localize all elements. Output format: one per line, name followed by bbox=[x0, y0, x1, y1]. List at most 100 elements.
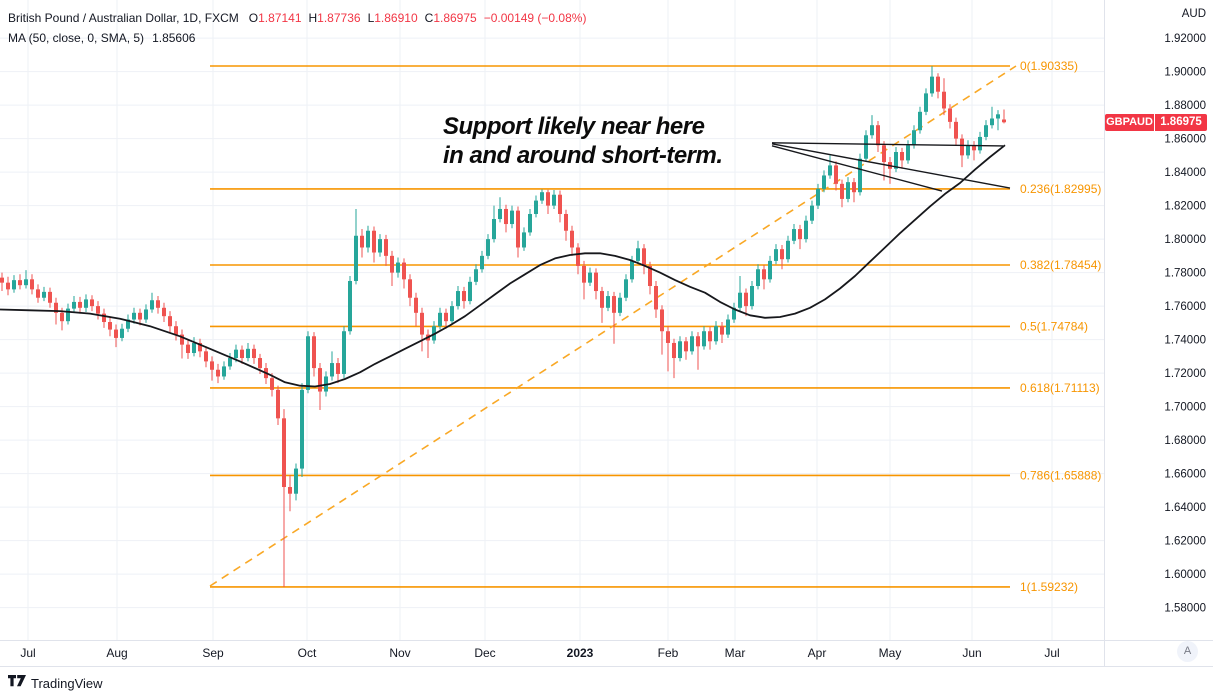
candle-body bbox=[966, 145, 970, 156]
candle-body bbox=[882, 145, 886, 163]
candle-body bbox=[246, 348, 250, 359]
candle-body bbox=[822, 175, 826, 189]
candle-body bbox=[516, 210, 520, 248]
candle-body bbox=[300, 389, 304, 469]
price-tick-label: 1.74000 bbox=[1164, 335, 1206, 347]
candle-body bbox=[810, 205, 814, 221]
candle-body bbox=[216, 369, 220, 377]
candle-body bbox=[762, 269, 766, 280]
candle-body bbox=[702, 331, 706, 347]
candle-body bbox=[834, 165, 838, 184]
candle-body bbox=[72, 301, 76, 309]
candle-body bbox=[528, 213, 532, 233]
change-value: −0.00149 (−0.08%) bbox=[483, 11, 587, 25]
candle-body bbox=[654, 286, 658, 310]
price-tick-label: 1.92000 bbox=[1164, 33, 1206, 45]
price-axis[interactable] bbox=[1105, 0, 1213, 640]
candle-body bbox=[36, 289, 40, 298]
ma-legend-row[interactable]: MA (50, close, 0, SMA, 5) 1.85606 bbox=[8, 28, 586, 48]
candle-body bbox=[918, 111, 922, 131]
candle-body bbox=[624, 279, 628, 298]
candle-body bbox=[930, 76, 934, 94]
time-axis[interactable] bbox=[0, 641, 1104, 666]
candle-body bbox=[606, 296, 610, 308]
candle-body bbox=[0, 277, 4, 283]
tradingview-logo-text: TradingView bbox=[31, 675, 103, 691]
candle-body bbox=[126, 319, 130, 329]
candle-body bbox=[780, 249, 784, 260]
candle-body bbox=[798, 229, 802, 240]
candle-body bbox=[12, 280, 16, 290]
candle-body bbox=[420, 312, 424, 335]
candle-body bbox=[144, 309, 148, 320]
candle-body bbox=[390, 255, 394, 273]
candle-body bbox=[756, 269, 760, 287]
price-tick-label: 1.80000 bbox=[1164, 234, 1206, 246]
candle-body bbox=[360, 235, 364, 248]
candle-body bbox=[24, 279, 28, 286]
candle-body bbox=[522, 232, 526, 248]
candle-body bbox=[348, 280, 352, 332]
close-value: 1.86975 bbox=[433, 11, 477, 25]
candle-body bbox=[708, 331, 712, 342]
candle-body bbox=[462, 291, 466, 302]
price-tick-label: 1.82000 bbox=[1164, 201, 1206, 213]
candle-body bbox=[294, 468, 298, 494]
high-label: H bbox=[308, 11, 318, 25]
candle-body bbox=[852, 182, 856, 193]
candle-body bbox=[948, 108, 952, 122]
candle-body bbox=[336, 363, 340, 374]
candle-body bbox=[858, 158, 862, 193]
candle-body bbox=[288, 487, 292, 494]
time-tick-label: Apr bbox=[808, 646, 827, 660]
candle-body bbox=[678, 341, 682, 359]
tradingview-logo[interactable]: TradingView bbox=[8, 675, 103, 691]
candle-body bbox=[894, 152, 898, 169]
candle-body bbox=[276, 389, 280, 419]
candle-body bbox=[900, 152, 904, 161]
candle-body bbox=[258, 358, 262, 369]
candle-body bbox=[108, 322, 112, 330]
candle-body bbox=[162, 307, 166, 317]
candle-body bbox=[600, 291, 604, 308]
price-tick-label: 1.78000 bbox=[1164, 268, 1206, 280]
support-annotation-text[interactable]: Support likely near here in and around s… bbox=[443, 112, 723, 170]
candle-body bbox=[438, 312, 442, 327]
candle-body bbox=[828, 165, 832, 176]
time-tick-label: 2023 bbox=[567, 646, 594, 660]
time-tick-label: Mar bbox=[725, 646, 746, 660]
annotation-line-1: Support likely near here bbox=[443, 113, 705, 140]
price-tick-label: 1.90000 bbox=[1164, 67, 1206, 79]
time-tick-label: Sep bbox=[202, 646, 224, 660]
ma-value: 1.85606 bbox=[152, 31, 196, 45]
candle-body bbox=[774, 249, 778, 261]
candle-body bbox=[750, 286, 754, 307]
candle-body bbox=[120, 328, 124, 338]
candle-body bbox=[6, 282, 10, 290]
open-value: 1.87141 bbox=[258, 11, 302, 25]
candle-body bbox=[540, 192, 544, 201]
candle-body bbox=[648, 265, 652, 287]
fib-level-label: 0.382(1.78454) bbox=[1020, 258, 1101, 272]
candle-body bbox=[924, 93, 928, 112]
tradingview-logo-icon bbox=[8, 675, 26, 687]
low-value: 1.86910 bbox=[374, 11, 418, 25]
price-tick-label: 1.72000 bbox=[1164, 368, 1206, 380]
candle-body bbox=[936, 76, 940, 92]
last-price-tag: 1.86975 bbox=[1155, 114, 1207, 131]
candle-body bbox=[48, 291, 52, 303]
candle-body bbox=[876, 125, 880, 146]
candle-body bbox=[498, 208, 502, 220]
candle-body bbox=[102, 313, 106, 323]
candle-body bbox=[588, 272, 592, 283]
candle-body bbox=[156, 300, 160, 308]
candle-body bbox=[720, 326, 724, 335]
candle-body bbox=[354, 235, 358, 281]
price-tick-label: 1.88000 bbox=[1164, 100, 1206, 112]
candle-body bbox=[564, 213, 568, 231]
candle-body bbox=[696, 336, 700, 347]
candle-body bbox=[342, 331, 346, 374]
auto-scale-button[interactable]: A bbox=[1177, 641, 1198, 662]
symbol-legend-row[interactable]: British Pound / Australian Dollar, 1D, F… bbox=[8, 8, 586, 28]
